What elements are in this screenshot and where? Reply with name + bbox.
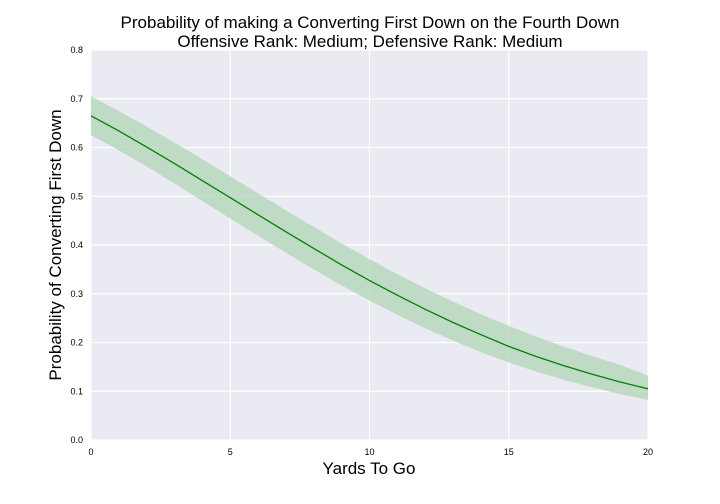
x-tick-label: 10 (364, 447, 374, 457)
y-tick-label: 0.7 (70, 94, 83, 104)
x-axis-label: Yards To Go (323, 459, 416, 478)
y-tick-label: 0.4 (70, 240, 83, 250)
y-tick-label: 0.5 (70, 191, 83, 201)
x-tick-label: 0 (88, 447, 93, 457)
probability-line (90, 115, 649, 390)
x-tick-label: 5 (228, 447, 233, 457)
x-tick-label: 20 (643, 447, 653, 457)
plot-area: 0 5 10 15 20 0.0 0.1 0.2 0.3 0.4 0.5 0.6 0.7 0.8 (70, 45, 653, 457)
confidence-band (91, 96, 648, 401)
y-tick-label: 0.1 (70, 386, 83, 396)
y-axis-label: Probability of Converting First Down (46, 109, 65, 380)
chart-title-line-1: Probability of making a Converting First… (121, 13, 620, 32)
y-tick-label: 0.0 (70, 435, 83, 445)
y-tick-label: 0.3 (70, 289, 83, 299)
chart-title-line-2: Offensive Rank: Medium; Defensive Rank: … (177, 32, 562, 51)
y-tick-label: 0.6 (70, 143, 83, 153)
x-tick-label: 15 (504, 447, 514, 457)
y-tick-label: 0.8 (70, 45, 83, 55)
y-tick-label: 0.2 (70, 338, 83, 348)
